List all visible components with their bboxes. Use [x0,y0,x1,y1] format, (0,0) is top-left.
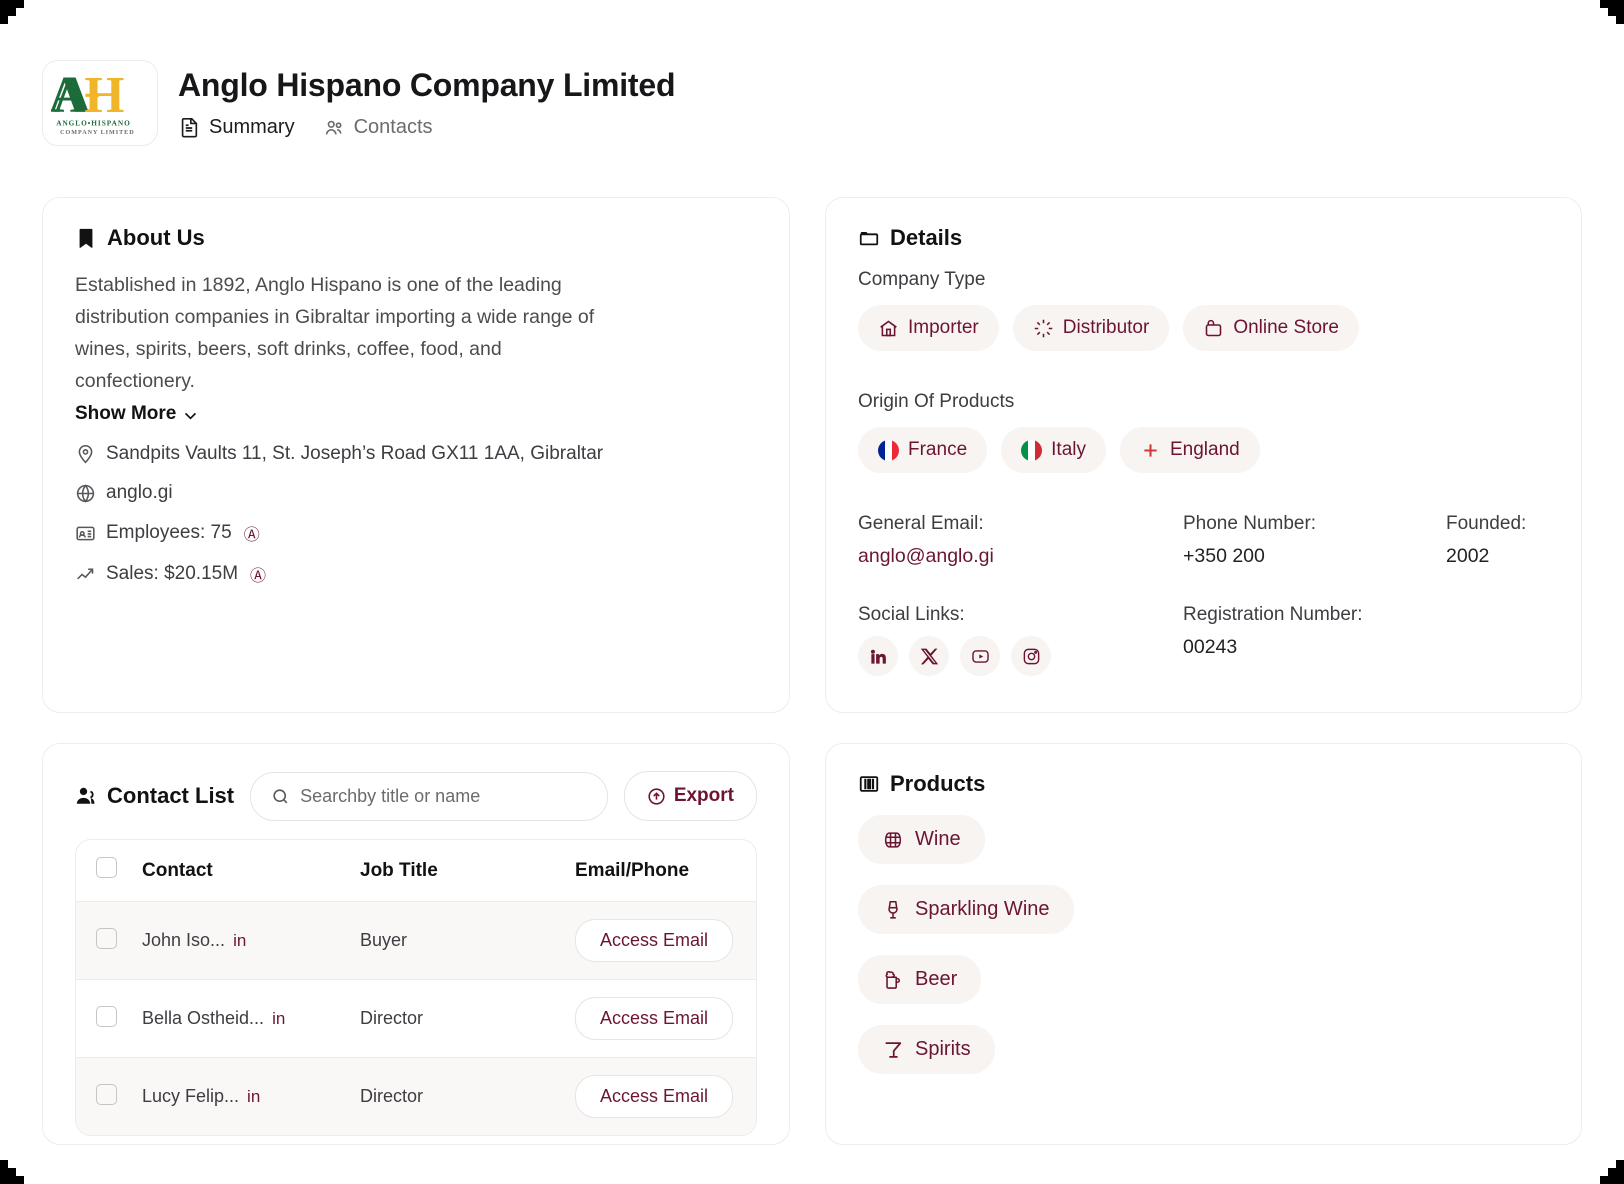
svg-text:ANGLO•HISPANO: ANGLO•HISPANO [56,119,131,127]
svg-text:H: H [84,67,124,124]
svg-text:COMPANY LIMITED: COMPANY LIMITED [60,130,135,136]
